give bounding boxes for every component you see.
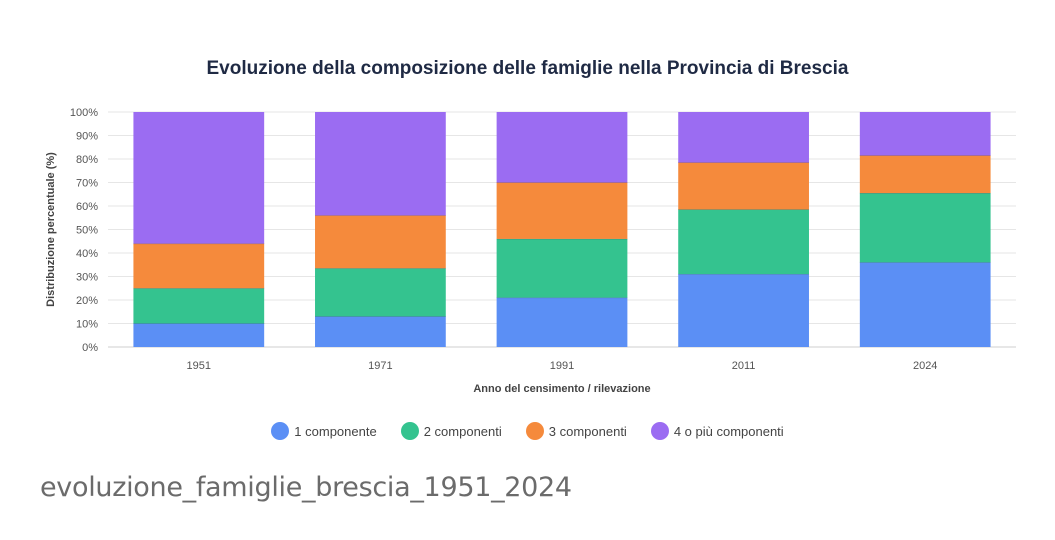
bar-segment-2011-series-1 [678, 274, 809, 347]
legend-swatch-icon [271, 422, 290, 440]
legend-label: 4 o più componenti [673, 423, 784, 439]
legend-swatch-icon [525, 422, 544, 440]
x-tick-label: 2024 [913, 360, 937, 372]
legend-item[interactable]: 2 componenti [400, 422, 502, 440]
legend-swatch-icon [650, 422, 669, 440]
legend-item[interactable]: 4 o più componenti [650, 422, 784, 440]
bar-segment-2024-series-4 [859, 112, 991, 156]
image-caption: evoluzione_famiglie_brescia_1951_2024 [40, 472, 572, 503]
bar-segment-2011-series-4 [678, 112, 809, 163]
y-tick-label: 80% [76, 154, 98, 166]
legend-item[interactable]: 3 componenti [525, 422, 627, 440]
x-tick-label: 1951 [187, 360, 211, 372]
bar-segment-2024-series-1 [859, 262, 991, 347]
bar-segment-2024-series-3 [859, 155, 991, 194]
y-tick-label: 40% [76, 248, 98, 260]
legend-label: 1 componente [294, 423, 377, 439]
legend-label: 3 componenti [548, 423, 627, 439]
bar-segment-2024-series-2 [859, 193, 991, 263]
y-tick-label: 100% [70, 107, 98, 119]
stacked-bar-chart: 0% 10% 20% 30% 40% 50% 60% 70% 80% 90% 100% Distrib… [45, 107, 1016, 395]
x-tick-label: 1971 [368, 360, 392, 372]
x-tick-label: 1991 [550, 360, 574, 372]
bar-segment-1951-series-4 [133, 112, 265, 244]
y-tick-label: 0% [82, 342, 98, 354]
bar-segment-1951-series-1 [133, 323, 265, 347]
bar-segment-1991-series-2 [496, 238, 628, 298]
x-axis-label: Anno del censimento / rilevazione [473, 383, 650, 395]
x-tick-label: 2011 [732, 360, 756, 372]
y-tick-label: 50% [76, 225, 98, 237]
bar-segment-2011-series-3 [678, 162, 809, 210]
y-tick-label: 90% [76, 131, 98, 143]
y-tick-label: 10% [76, 319, 98, 331]
bar-segment-1991-series-1 [496, 297, 628, 347]
bar-segment-1951-series-3 [133, 243, 265, 289]
legend-label: 2 componenti [423, 423, 502, 439]
y-axis-label: Distribuzione percentuale (%) [45, 152, 57, 307]
bar-segment-1971-series-2 [315, 268, 446, 317]
y-tick-label: 30% [76, 272, 98, 284]
legend-item[interactable]: 1 componente [271, 422, 377, 440]
chart-legend: 1 componente 2 componenti 3 componenti 4 o … [0, 422, 1055, 440]
legend-swatch-icon [400, 422, 419, 440]
y-tick-label: 20% [76, 295, 98, 307]
bar-segment-1991-series-4 [496, 112, 628, 183]
chart-title: Evoluzione della composizione delle fami… [206, 58, 849, 79]
bar-segment-1991-series-3 [496, 182, 628, 239]
bar-segment-1971-series-3 [315, 215, 446, 269]
y-tick-label: 60% [76, 201, 98, 213]
chart-card: Evoluzione della composizione delle fami… [0, 58, 1055, 440]
bar-segment-1971-series-1 [315, 316, 446, 347]
bar-segment-1951-series-2 [133, 288, 265, 324]
bar-segment-1971-series-4 [315, 112, 446, 216]
y-tick-label: 70% [76, 178, 98, 190]
bar-segment-2011-series-2 [678, 209, 809, 275]
